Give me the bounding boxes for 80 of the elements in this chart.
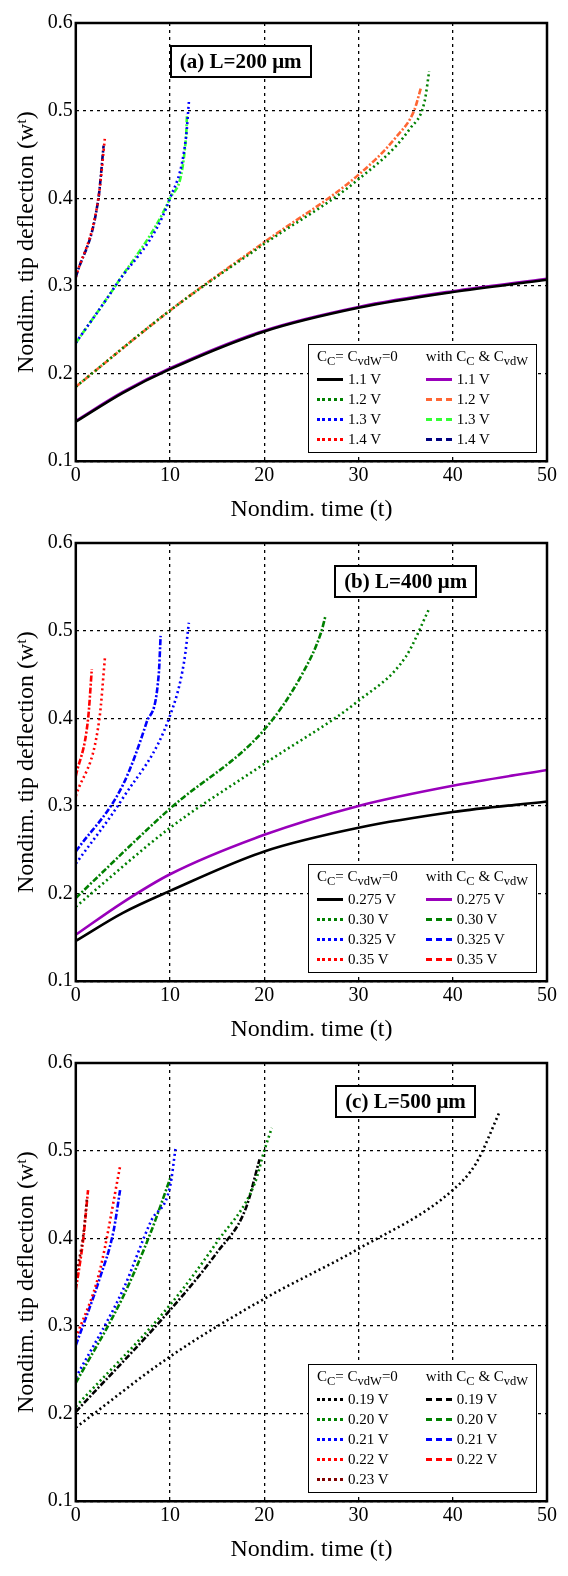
legend-label: 1.1 V [348, 370, 382, 390]
x-axis-title: Nondim. time (t) [230, 1014, 393, 1041]
y-tick-label: 0.2 [47, 880, 73, 903]
x-tick-label: 10 [160, 1503, 181, 1526]
legend-label: 1.1 V [456, 370, 490, 390]
text: (c) L=500 μm [335, 1085, 476, 1118]
legend-label: 1.3 V [348, 410, 382, 430]
legend-label: 0.325 V [348, 930, 397, 950]
line-series [75, 614, 327, 900]
y-tick-label: 0.2 [47, 360, 73, 383]
legend-label: 0.30 V [456, 910, 498, 930]
x-tick-label: 50 [537, 463, 557, 486]
legend-label: 0.22 V [456, 1450, 498, 1470]
line-series [75, 634, 162, 853]
legend-label: 0.35 V [348, 950, 389, 970]
y-tick-label: 0.2 [47, 1400, 73, 1423]
legend-label: 0.21 V [348, 1430, 389, 1450]
annotation: with C$_{C}$ & C$_{vdW}$ [425, 868, 529, 890]
y-tick-label: 0.6 [47, 1050, 73, 1073]
legend-label: 0.19 V [348, 1390, 389, 1410]
legend-label: 1.4 V [456, 430, 490, 450]
legend-label: 0.21 V [456, 1430, 498, 1450]
legend-label: 0.20 V [348, 1410, 389, 1430]
x-tick-label: 0 [70, 983, 81, 1006]
line-series [75, 621, 191, 866]
x-axis-title: Nondim. time (t) [230, 1534, 393, 1561]
legend-label: 0.35 V [456, 950, 498, 970]
x-tick-label: 20 [254, 983, 275, 1006]
x-tick-label: 30 [348, 463, 369, 486]
annotation: C$_{C}$= C$_{vdW}$=0 [317, 868, 398, 890]
y-tick-label: 0.4 [47, 1225, 73, 1248]
legend-label: 1.2 V [348, 390, 382, 410]
annotation: with C$_{C}$ & C$_{vdW}$ [425, 1368, 529, 1390]
annotation: C$_{C}$= C$_{vdW}$=0 [317, 1368, 398, 1390]
y-tick-label: 0.1 [47, 968, 73, 991]
legend-label: 1.4 V [348, 430, 382, 450]
legend-label: 0.30 V [348, 910, 389, 930]
annotation: with C$_{C}$ & C$_{vdW}$ [425, 348, 529, 370]
y-tick-label: 0.6 [47, 530, 73, 553]
legend-label: 0.19 V [456, 1390, 498, 1410]
annotation: C$_{C}$= C$_{vdW}$=0 [317, 348, 398, 370]
y-tick-label: 0.5 [47, 1137, 73, 1160]
legend-label: 0.20 V [456, 1410, 498, 1430]
x-tick-label: 50 [537, 1503, 557, 1526]
x-tick-label: 20 [254, 463, 275, 486]
x-tick-label: 40 [442, 983, 463, 1006]
y-tick-label: 0.1 [47, 1488, 73, 1511]
y-tick-label: 0.3 [47, 793, 73, 816]
x-tick-label: 0 [70, 463, 81, 486]
x-tick-label: 20 [254, 1503, 275, 1526]
y-tick-label: 0.6 [47, 10, 73, 33]
y-tick-label: 0.4 [47, 185, 73, 208]
legend-label: 0.275 V [456, 890, 505, 910]
text: (a) L=200 μm [169, 45, 312, 78]
x-tick-label: 30 [348, 1503, 369, 1526]
y-tick-label: 0.5 [47, 617, 73, 640]
x-tick-label: 10 [160, 983, 181, 1006]
x-axis-title: Nondim. time (t) [230, 494, 393, 521]
y-tick-label: 0.3 [47, 1313, 73, 1336]
x-tick-label: 0 [70, 1503, 81, 1526]
y-axis-title: Nondim. tip deflection (wᵗ) [11, 1151, 38, 1414]
legend-label: 0.325 V [456, 930, 505, 950]
y-tick-label: 0.5 [47, 97, 73, 120]
y-tick-label: 0.1 [47, 448, 73, 471]
y-tick-label: 0.4 [47, 705, 73, 728]
x-tick-label: 30 [348, 983, 369, 1006]
text: (b) L=400 μm [334, 565, 478, 598]
y-axis-title: Nondim. tip deflection (wᵗ) [11, 111, 38, 374]
legend-label: 1.2 V [456, 390, 490, 410]
x-tick-label: 10 [160, 463, 181, 486]
legend-label: 0.22 V [348, 1450, 389, 1470]
legend-label: 1.3 V [456, 410, 490, 430]
x-tick-label: 40 [442, 1503, 463, 1526]
legend-label: 0.275 V [348, 890, 397, 910]
y-axis-title: Nondim. tip deflection (wᵗ) [11, 631, 38, 894]
line-series [75, 1188, 122, 1347]
legend-label: 0.23 V [348, 1470, 389, 1490]
x-tick-label: 50 [537, 983, 557, 1006]
y-tick-label: 0.3 [47, 273, 73, 296]
x-tick-label: 40 [442, 463, 463, 486]
